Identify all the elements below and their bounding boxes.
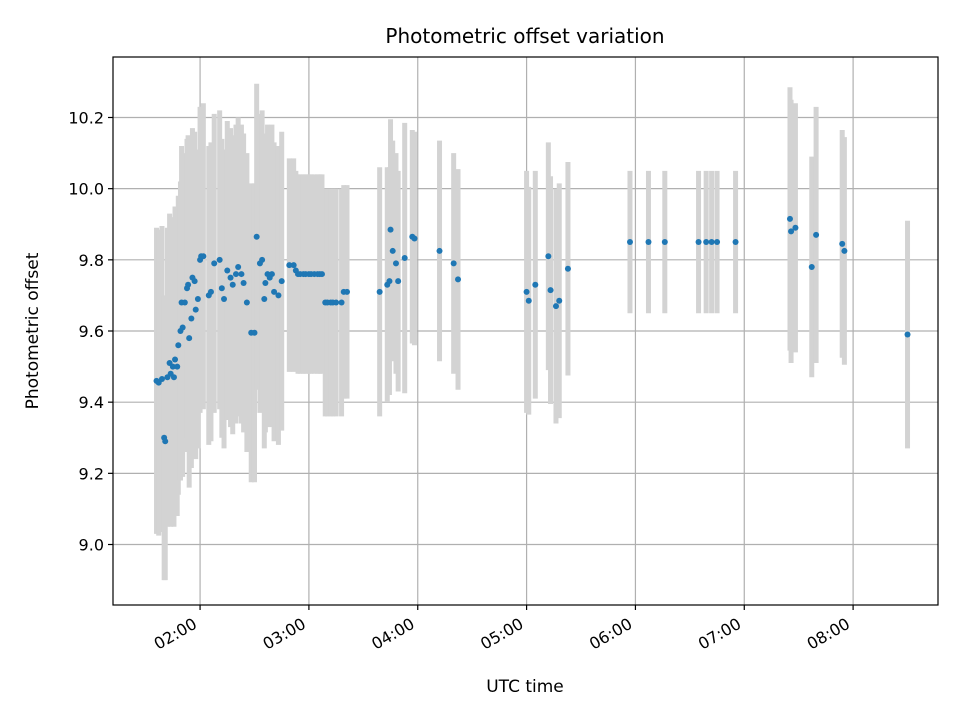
data-point — [174, 363, 181, 370]
data-point — [253, 233, 260, 240]
data-point — [261, 295, 268, 302]
y-axis-ticks: 9.0 9.2 9.4 9.6 9.8 10.0 10.2 — [68, 108, 113, 555]
data-point — [792, 224, 799, 231]
data-point — [401, 255, 408, 262]
data-point — [194, 295, 201, 302]
data-point — [259, 256, 266, 263]
data-point — [229, 281, 236, 288]
data-point — [262, 279, 269, 286]
data-point — [207, 288, 214, 295]
data-point — [392, 260, 399, 267]
data-point — [172, 356, 179, 363]
x-axis-label: UTC time — [486, 677, 564, 697]
y-tick-label: 10.0 — [68, 180, 104, 199]
data-point — [841, 247, 848, 254]
data-point — [218, 285, 225, 292]
data-point — [813, 231, 820, 238]
y-tick-label: 9.0 — [79, 536, 104, 555]
data-point — [708, 239, 715, 246]
data-point — [188, 315, 195, 322]
data-point — [181, 299, 188, 306]
data-point — [170, 374, 177, 381]
data-point — [532, 281, 539, 288]
data-point — [808, 263, 815, 270]
data-point — [235, 263, 242, 270]
data-point — [839, 240, 846, 247]
data-point — [661, 239, 668, 246]
data-point — [376, 288, 383, 295]
y-tick-label: 10.2 — [68, 108, 104, 127]
data-point — [275, 292, 282, 299]
data-point — [158, 376, 165, 383]
y-axis-label: Photometric offset — [23, 252, 43, 409]
data-point — [645, 239, 652, 246]
data-point — [251, 329, 258, 336]
data-point — [547, 287, 554, 294]
data-point — [714, 239, 721, 246]
data-point — [221, 295, 228, 302]
data-point — [564, 265, 571, 272]
data-point — [387, 226, 394, 233]
data-point — [290, 262, 297, 269]
data-point — [179, 324, 186, 331]
data-point — [216, 256, 223, 263]
data-point — [162, 438, 169, 445]
data-point — [200, 253, 207, 260]
data-point — [169, 363, 176, 370]
data-point — [904, 331, 911, 338]
data-point — [411, 235, 418, 242]
data-point — [224, 267, 231, 274]
data-point — [286, 262, 293, 269]
data-point — [545, 253, 552, 260]
data-point — [732, 239, 739, 246]
data-point — [344, 288, 351, 295]
data-point — [268, 271, 275, 278]
data-point — [389, 247, 396, 254]
data-point — [278, 278, 285, 285]
data-point — [523, 288, 530, 295]
data-point — [232, 271, 239, 278]
data-point — [240, 279, 247, 286]
data-point — [185, 281, 192, 288]
data-point — [271, 288, 278, 295]
data-point — [186, 335, 193, 342]
data-point — [395, 278, 402, 285]
data-point — [333, 299, 340, 306]
data-point — [318, 271, 325, 278]
data-point — [191, 278, 198, 285]
data-point — [175, 342, 182, 349]
data-point — [238, 271, 245, 278]
data-point — [227, 274, 234, 281]
y-tick-label: 9.8 — [79, 251, 104, 270]
data-point — [788, 228, 795, 235]
data-point — [552, 303, 559, 310]
data-point — [786, 215, 793, 222]
data-point — [436, 247, 443, 254]
chart-title: Photometric offset variation — [385, 24, 664, 48]
data-point — [192, 306, 199, 313]
data-point — [703, 239, 710, 246]
data-point — [556, 297, 563, 304]
y-tick-label: 9.6 — [79, 322, 104, 341]
data-point — [455, 276, 462, 283]
y-tick-label: 9.4 — [79, 393, 104, 412]
data-point — [243, 299, 250, 306]
data-point — [626, 239, 633, 246]
data-point — [211, 260, 218, 267]
data-point — [386, 278, 393, 285]
data-points — [153, 215, 911, 445]
data-point — [338, 299, 345, 306]
data-point — [450, 260, 457, 267]
data-point — [695, 239, 702, 246]
y-tick-label: 9.2 — [79, 464, 104, 483]
data-point — [525, 297, 532, 304]
